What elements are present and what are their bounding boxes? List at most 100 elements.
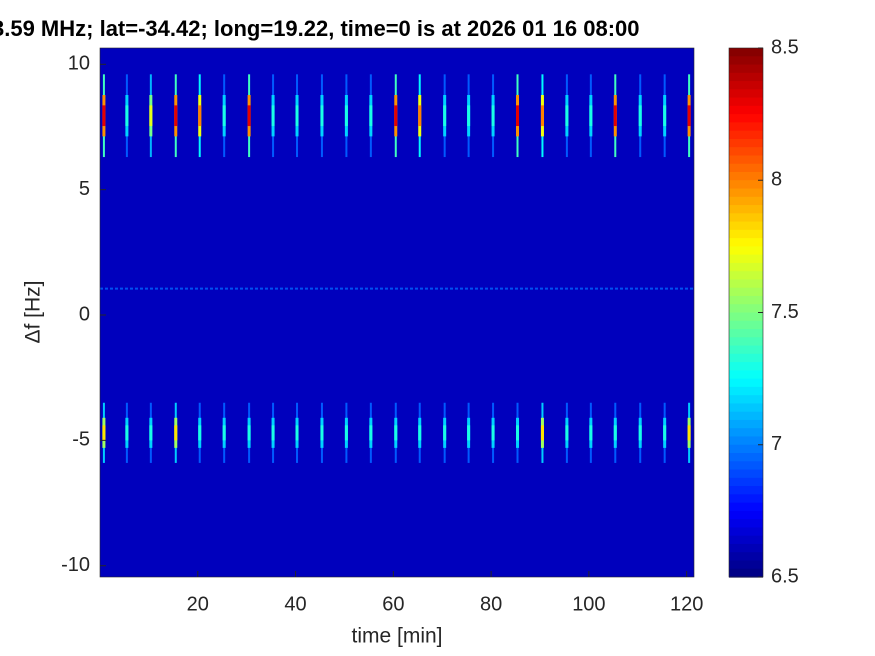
- streak-part: [222, 425, 226, 441]
- streak-part: [638, 105, 642, 127]
- streak: [394, 74, 398, 158]
- streak-part: [394, 425, 398, 441]
- colorbar-cell: [729, 246, 763, 256]
- streak: [638, 402, 642, 463]
- y-tick-label: -10: [61, 554, 90, 576]
- colorbar-cell: [729, 122, 763, 132]
- y-tick-label: -5: [72, 429, 90, 451]
- x-axis-label: time [min]: [351, 625, 442, 648]
- streak: [687, 402, 691, 463]
- streak-part: [102, 425, 106, 441]
- y-axis-label: Δf [Hz]: [22, 280, 45, 343]
- colorbar-cell: [729, 171, 763, 181]
- x-tick-label: 100: [572, 593, 605, 615]
- colorbar-cell: [729, 304, 763, 314]
- streak: [467, 74, 471, 158]
- colorbar-cell: [729, 370, 763, 380]
- colorbar-cell: [729, 262, 763, 272]
- streak-part: [247, 425, 251, 441]
- streak: [491, 74, 495, 158]
- colorbar-cell: [729, 205, 763, 214]
- streak-part: [467, 425, 471, 441]
- colorbar-cell: [729, 312, 763, 322]
- streak-part: [149, 425, 153, 441]
- streak-part: [198, 105, 202, 127]
- streak-part: [491, 425, 495, 441]
- colorbar-cell: [729, 436, 763, 446]
- colorbar-cell: [729, 329, 763, 338]
- colorbar-cell: [729, 238, 763, 247]
- streak-part: [418, 425, 422, 441]
- colorbar-tick-label: 8: [771, 169, 782, 191]
- streak-part: [125, 425, 129, 441]
- colorbar-cell: [729, 560, 763, 570]
- colorbar-cell: [729, 221, 763, 231]
- streak: [295, 74, 299, 158]
- colorbar-cell: [729, 510, 763, 520]
- streak: [198, 74, 202, 158]
- streak: [247, 74, 251, 158]
- streak-part: [418, 105, 422, 127]
- streak-part: [174, 105, 178, 127]
- streak: [344, 402, 348, 463]
- colorbar-cell: [729, 453, 763, 462]
- streak-part: [589, 105, 593, 127]
- streak-part: [369, 105, 373, 127]
- streak: [102, 402, 106, 463]
- streak-part: [516, 425, 520, 441]
- streak: [271, 74, 275, 158]
- colorbar-cell: [729, 130, 763, 140]
- streak: [149, 74, 153, 158]
- colorbar-tick-label: 8.5: [771, 36, 799, 58]
- colorbar-cell: [729, 105, 763, 115]
- streak-part: [320, 425, 324, 441]
- colorbar-tick-label: 7.5: [771, 301, 799, 323]
- streak: [418, 74, 422, 158]
- colorbar-cell: [729, 48, 763, 57]
- streak-part: [149, 105, 153, 127]
- streak: [369, 402, 373, 463]
- colorbar-cell: [729, 527, 763, 537]
- streak-part: [589, 425, 593, 441]
- streak: [565, 402, 569, 463]
- streak: [222, 402, 226, 463]
- streak-part: [565, 105, 569, 127]
- streak: [344, 74, 348, 158]
- colorbar-cell: [729, 419, 763, 429]
- colorbar-cell: [729, 254, 763, 264]
- colorbar-cell: [729, 89, 763, 99]
- streak: [540, 402, 544, 463]
- x-tick-label: 20: [187, 593, 209, 615]
- streak: [198, 402, 202, 463]
- streak: [174, 402, 178, 463]
- streak-part: [467, 105, 471, 127]
- colorbar-cell: [729, 535, 763, 545]
- colorbar-cell: [729, 568, 763, 578]
- x-tick-label: 40: [284, 593, 306, 615]
- streak: [443, 74, 447, 158]
- streak-part: [687, 105, 691, 127]
- streak-part: [222, 105, 226, 127]
- streak-part: [516, 105, 520, 127]
- streak: [102, 74, 106, 158]
- colorbar-cell: [729, 295, 763, 305]
- colorbar-cell: [729, 403, 763, 413]
- colorbar-tick-label: 6.5: [771, 565, 799, 587]
- colorbar-cell: [729, 97, 763, 107]
- streak: [540, 74, 544, 158]
- streak: [149, 402, 153, 463]
- streak: [516, 74, 520, 158]
- y-tick-label: 0: [79, 303, 90, 325]
- streak-part: [174, 425, 178, 441]
- colorbar-cell: [729, 362, 763, 371]
- colorbar-cell: [729, 72, 763, 82]
- streak: [271, 402, 275, 463]
- colorbar-cell: [729, 155, 763, 165]
- colorbar-cell: [729, 114, 763, 123]
- colorbar-cell: [729, 147, 763, 157]
- streak: [418, 402, 422, 463]
- colorbar-cell: [729, 138, 763, 148]
- colorbar-cell: [729, 494, 763, 504]
- streak-part: [295, 425, 299, 441]
